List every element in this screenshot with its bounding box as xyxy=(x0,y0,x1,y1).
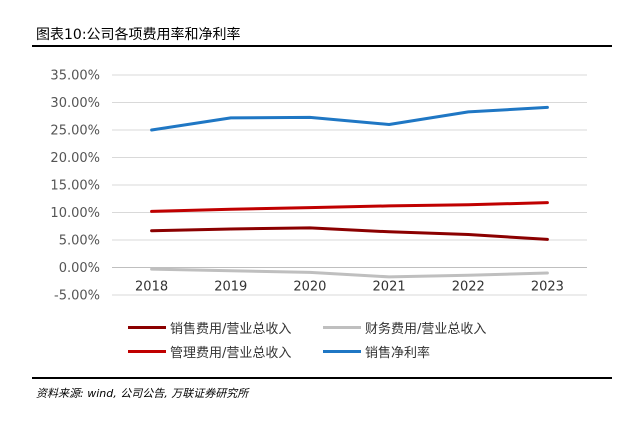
legend-item-admin-expense: 管理费用/营业总收入 xyxy=(128,342,291,361)
top-rule xyxy=(32,45,612,47)
series-line-2 xyxy=(150,201,549,213)
legend-swatch-finance-expense xyxy=(323,326,361,329)
y-tick-label: 35.00% xyxy=(50,69,100,84)
legend-swatch-admin-expense xyxy=(128,350,166,353)
x-tick-label: 2020 xyxy=(293,280,326,295)
y-tick-label: 25.00% xyxy=(50,124,100,139)
x-tick-label: 2022 xyxy=(452,280,485,295)
legend-label-finance-expense: 财务费用/营业总收入 xyxy=(365,322,487,337)
y-tick-label: 0.00% xyxy=(59,261,100,276)
x-tick-label: 2023 xyxy=(531,280,564,295)
figure-title: 图表10:公司各项费用率和净利率 xyxy=(36,27,241,43)
y-tick-label: 30.00% xyxy=(50,96,100,111)
series-line-0 xyxy=(150,226,549,241)
legend-item-selling-expense: 销售费用/营业总收入 xyxy=(128,318,291,337)
legend-swatch-net-margin xyxy=(323,350,361,353)
legend-item-net-margin: 销售净利率 xyxy=(323,342,430,361)
x-tick-label: 2018 xyxy=(135,280,168,295)
series-line-1 xyxy=(150,267,549,279)
y-tick-label: 20.00% xyxy=(50,151,100,166)
x-tick-label: 2019 xyxy=(214,280,247,295)
y-tick-label: 5.00% xyxy=(59,234,100,249)
y-tick-label: -5.00% xyxy=(54,289,100,304)
x-tick-label: 2021 xyxy=(373,280,406,295)
legend-item-finance-expense: 财务费用/营业总收入 xyxy=(323,318,486,337)
bottom-rule xyxy=(32,377,612,379)
series-line-3 xyxy=(150,105,549,132)
source-note: 资料来源: wind, 公司公告, 万联证券研究所 xyxy=(36,387,249,400)
legend-label-net-margin: 销售净利率 xyxy=(365,346,431,361)
y-tick-label: 10.00% xyxy=(50,206,100,221)
legend-label-selling-expense: 销售费用/营业总收入 xyxy=(170,322,292,337)
y-tick-label: 15.00% xyxy=(50,179,100,194)
legend-label-admin-expense: 管理费用/营业总收入 xyxy=(170,346,292,361)
legend-swatch-selling-expense xyxy=(128,326,166,329)
